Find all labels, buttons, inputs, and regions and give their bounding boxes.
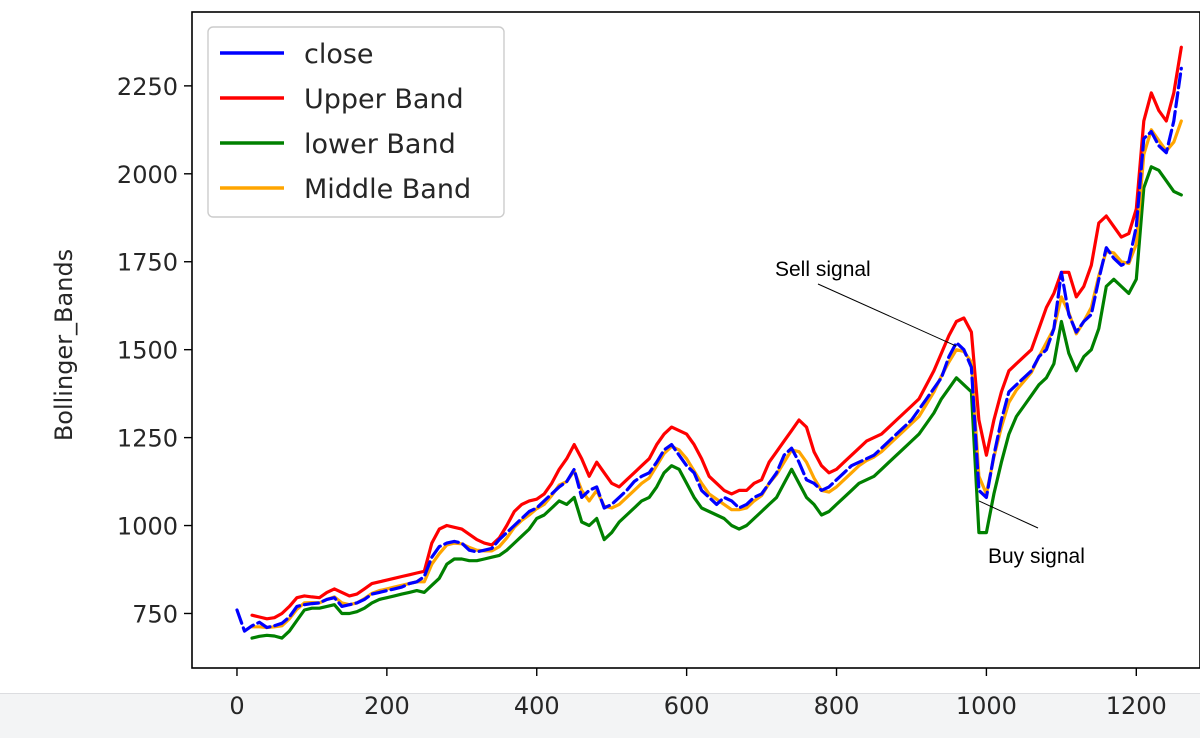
- x-tick-label: 200: [364, 692, 410, 720]
- y-tick-label: 2000: [117, 161, 178, 189]
- y-tick-label: 1750: [117, 249, 178, 277]
- legend-label: close: [304, 39, 374, 70]
- y-tick-label: 2250: [117, 73, 178, 101]
- x-tick-label: 1200: [1106, 692, 1167, 720]
- y-axis-label: Bollinger_Bands: [50, 249, 78, 441]
- series-line-close: [235, 66, 1183, 633]
- annotation-arrow: [817, 283, 957, 347]
- legend: close Upper Band lower Band Middle Band: [207, 26, 505, 218]
- legend-label: Middle Band: [304, 174, 471, 205]
- annotation-arrow: [978, 500, 1039, 529]
- legend-label: Upper Band: [304, 84, 464, 115]
- series-line-middle-band: [250, 119, 1183, 630]
- series-layer: [235, 45, 1183, 640]
- y-axis-ticks: 750 1000 1250 1500 1750 2000 2250: [117, 73, 192, 628]
- y-tick-label: 1000: [117, 513, 178, 541]
- x-tick-label: 400: [514, 692, 560, 720]
- x-tick-label: 600: [664, 692, 710, 720]
- annotations: Sell signal Buy signal: [775, 258, 1085, 568]
- legend-box: [207, 26, 505, 218]
- legend-label: lower Band: [304, 129, 456, 160]
- plot-frame: [191, 11, 1200, 669]
- x-axis-ticks: 0 200 400 600 800 1000 1200: [229, 668, 1167, 720]
- x-tick-label: 800: [814, 692, 860, 720]
- y-tick-label: 750: [132, 600, 178, 628]
- series-line-upper-band: [250, 45, 1183, 621]
- annotation-label: Sell signal: [775, 258, 871, 281]
- y-tick-label: 1500: [117, 337, 178, 365]
- y-tick-label: 1250: [117, 425, 178, 453]
- bottom-toolbar-strip: [0, 693, 1200, 738]
- annotation-label: Buy signal: [988, 545, 1085, 568]
- x-tick-label: 0: [229, 692, 244, 720]
- series-line-lower-band: [250, 165, 1183, 640]
- x-tick-label: 1000: [956, 692, 1017, 720]
